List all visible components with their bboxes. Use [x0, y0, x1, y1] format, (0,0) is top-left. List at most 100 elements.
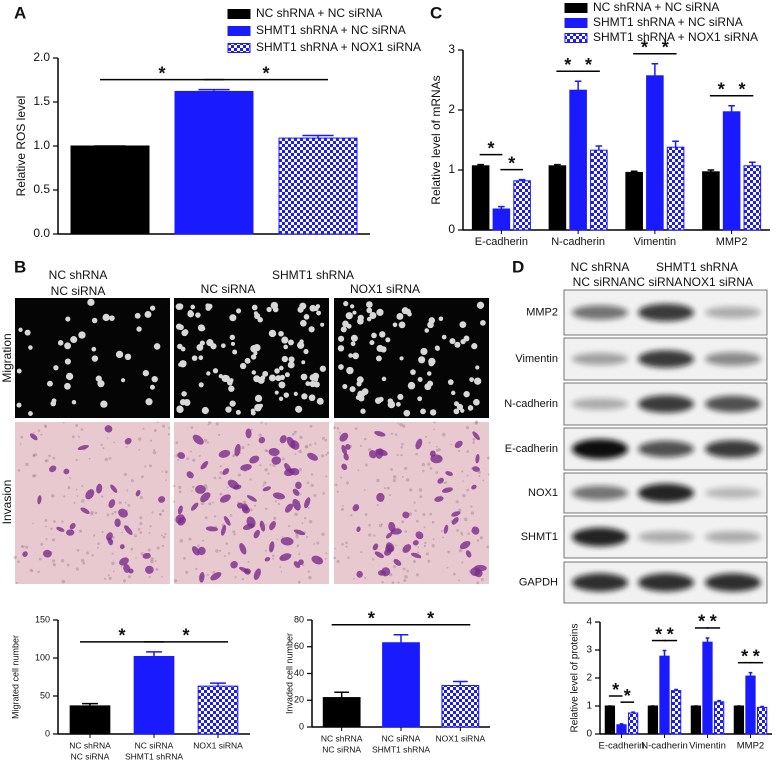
pore [262, 484, 265, 487]
pore [467, 532, 471, 535]
pore [397, 581, 400, 584]
cell [96, 483, 103, 494]
pore [405, 478, 410, 482]
cell [177, 505, 183, 515]
blot-label: N-cadherin [504, 398, 558, 410]
pore [61, 520, 64, 523]
pore [67, 486, 71, 490]
pore [75, 567, 79, 571]
pore [287, 524, 291, 528]
pore [401, 424, 406, 428]
pore [135, 557, 137, 560]
cell [348, 353, 353, 358]
bar [70, 145, 150, 235]
cell [374, 551, 384, 559]
cell [393, 559, 402, 566]
pore [396, 453, 399, 457]
pore [376, 478, 380, 483]
cell [114, 518, 121, 528]
pore [306, 481, 310, 484]
cell [268, 374, 276, 382]
cell [427, 380, 434, 387]
pore [308, 575, 312, 580]
pore [25, 545, 29, 549]
cell [470, 567, 481, 577]
significance-label: * [118, 626, 125, 646]
error-bar [595, 145, 603, 151]
cell [288, 356, 295, 363]
pore [212, 501, 215, 504]
cell [195, 312, 201, 318]
cell [258, 436, 266, 444]
pore [254, 504, 257, 507]
pore [486, 545, 490, 549]
blot-label: Vimentin [515, 353, 558, 365]
cell [379, 309, 384, 314]
significance-label: * [698, 612, 705, 632]
pore [88, 457, 91, 460]
bar [513, 180, 531, 231]
pore [165, 479, 168, 481]
pore [78, 529, 83, 533]
pore [364, 463, 368, 467]
pore [368, 523, 371, 527]
cell [356, 381, 362, 387]
significance-label: * [741, 646, 748, 666]
cell [304, 497, 311, 509]
cell [369, 312, 377, 320]
cell [369, 340, 375, 346]
cell [312, 372, 320, 380]
pore [124, 501, 127, 504]
bar [627, 712, 639, 735]
legend-label: SHMT1 shRNA + NC siRNA [593, 15, 743, 29]
bar [659, 655, 670, 735]
pore [90, 512, 94, 516]
pore [310, 473, 314, 476]
pore [219, 471, 224, 475]
cell [292, 488, 300, 496]
cell [196, 343, 204, 351]
pore [470, 467, 473, 470]
cell [341, 444, 347, 455]
cell [191, 355, 198, 361]
pore [414, 509, 417, 512]
pore [296, 544, 300, 547]
cell [428, 317, 436, 324]
cell [475, 365, 480, 370]
pore [213, 476, 217, 480]
cell [480, 320, 486, 326]
pore [111, 552, 114, 555]
pore [389, 494, 392, 497]
cell [460, 338, 466, 345]
pore [458, 449, 461, 452]
pore [472, 437, 476, 441]
pore [423, 544, 427, 548]
pore [345, 545, 348, 548]
cell [253, 529, 261, 539]
legend-label: NC shRNA + NC siRNA [256, 6, 382, 20]
bar [646, 75, 664, 231]
error-bar [452, 680, 468, 686]
pore [63, 495, 66, 498]
cell [266, 306, 272, 313]
pore [258, 433, 262, 437]
blot-label: NOX1 [528, 487, 558, 499]
x-tick-label: Vimentin [634, 236, 677, 248]
cell [292, 498, 301, 511]
cell [182, 329, 189, 335]
blot-band [638, 483, 694, 503]
pore [462, 493, 466, 498]
pore [461, 470, 464, 473]
cell [337, 345, 345, 352]
cell [420, 408, 426, 415]
y-tick-label: 0.5 [33, 182, 50, 196]
blot-band [572, 305, 628, 320]
pore [336, 426, 340, 430]
cell [254, 394, 263, 403]
pore [307, 507, 310, 509]
cell [80, 507, 90, 515]
pore [197, 544, 200, 548]
pore [212, 570, 216, 574]
cell [49, 465, 57, 473]
pore [207, 421, 212, 425]
